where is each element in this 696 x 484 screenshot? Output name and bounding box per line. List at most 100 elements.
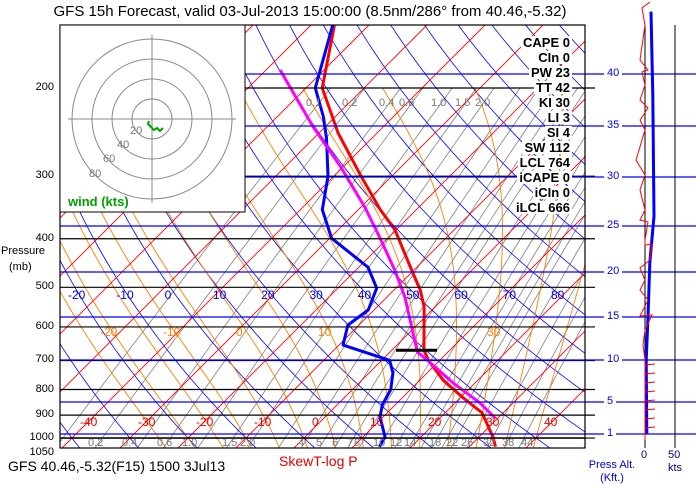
index-si: SI 4 <box>544 125 572 140</box>
index-label: SI <box>546 125 560 140</box>
dry-adiabat-label: 70 <box>502 288 517 302</box>
dry-adiabat-label: -10 <box>116 288 134 302</box>
mixing-ratio-line <box>408 154 585 448</box>
moist-adiabat-line <box>238 87 392 448</box>
pressure-tick-label: 500 <box>35 280 54 293</box>
index-icape: iCAPE 0 <box>517 171 572 184</box>
mixing-ratio-label: 18 <box>429 437 442 449</box>
index-value: 30 <box>555 95 570 110</box>
index-label: CIn <box>538 50 560 65</box>
mixing-ratio-line <box>431 186 585 448</box>
hodograph-trace <box>146 120 164 133</box>
pressure-altitude-tick: 15 <box>604 311 623 322</box>
index-label: iCIn <box>534 185 560 200</box>
pressure-tick-label: 200 <box>35 81 54 93</box>
station-label: GFS 40.46,-5.32(F15) 1500 3Jul13 <box>8 458 226 474</box>
isotherm-label: 10 <box>370 415 384 429</box>
dry-adiabat-label: 80 <box>551 288 565 302</box>
index-lcl: LCL 764 <box>517 156 572 169</box>
dry-adiabat-line <box>580 10 696 448</box>
pressure-altitude-tick: 35 <box>604 120 623 131</box>
isotherm-label: -30 <box>138 415 156 429</box>
index-value: 23 <box>555 65 570 80</box>
wind-barb <box>644 408 656 411</box>
moist-adiabat-line <box>60 239 196 448</box>
pressure-altitude-tick: 20 <box>604 266 623 277</box>
mixing-ratio-label: 12 <box>390 437 403 449</box>
mixing-ratio-label: 44 <box>521 437 534 449</box>
wind-axis-unit: kts <box>668 462 683 474</box>
dry-adiabat-line <box>255 25 585 393</box>
wind-barb <box>644 372 656 375</box>
isotherm-label: 40 <box>544 415 558 429</box>
mixing-ratio-line <box>486 268 585 448</box>
moist-adiabat-label: 0 <box>236 325 243 339</box>
index-label: SW <box>524 140 546 155</box>
wind-axis-tick: 50 <box>668 449 681 461</box>
pressure-altitude-tick: 10 <box>604 354 623 365</box>
pressure-altitude-tick: 30 <box>604 171 623 182</box>
isotherm-label: 0 <box>312 415 319 429</box>
pressure-tick-label: 700 <box>35 353 54 366</box>
index-value: 0 <box>562 35 570 50</box>
pressure-tick-label: 400 <box>35 231 54 244</box>
wind-barb <box>644 417 656 420</box>
isotherm-label: -10 <box>254 415 272 429</box>
mixing-ratio-line <box>136 87 402 448</box>
press-alt-label: Press Alt. <box>588 459 636 471</box>
dry-adiabat-line <box>613 10 696 448</box>
temperature-profile <box>320 25 497 447</box>
wind-axis-tick: 0 <box>641 449 648 461</box>
index-label: CAPE <box>523 35 560 50</box>
dry-adiabat-label: 20 <box>261 288 275 302</box>
index-value: 42 <box>555 80 570 95</box>
press-alt-unit: (Kft.) <box>600 472 624 484</box>
mixing-ratio-line <box>318 87 555 448</box>
index-label: TT <box>536 80 552 95</box>
mixing-ratio-line <box>503 296 585 448</box>
mixing-ratio-label: 26 <box>461 437 474 449</box>
isotherm-line <box>61 25 486 448</box>
dry-adiabat-label: 40 <box>357 288 372 302</box>
dry-adiabat-line <box>679 10 696 448</box>
moist-adiabat-line <box>382 87 457 448</box>
hodograph-ring-label: 80 <box>89 168 102 180</box>
wind-barbs <box>635 1 653 440</box>
dry-adiabat-label: 10 <box>212 288 227 302</box>
pressure-altitude-tick: 1 <box>604 428 617 439</box>
index-sw: SW 112 <box>522 141 572 154</box>
index-ilcl: iLCL 666 <box>514 201 572 214</box>
index-label: LI <box>547 110 560 125</box>
isotherm-line <box>409 272 585 448</box>
mixing-ratio-label: 2.0 <box>475 97 491 109</box>
isotherm-line <box>177 40 585 448</box>
mixing-ratio-label: 1.5 <box>222 437 238 449</box>
moist-adiabat-line <box>60 290 167 448</box>
mixing-ratio-label: 22 <box>446 437 459 449</box>
diagram-name: SkewT-log P <box>279 453 358 469</box>
isotherm-label: 20 <box>428 415 442 429</box>
moist-adiabat-line <box>532 262 585 448</box>
mixing-ratio-line <box>300 87 540 448</box>
wind-barb <box>644 426 656 429</box>
index-value: 4 <box>562 125 570 140</box>
isotherm-line <box>60 25 370 335</box>
index-cin: CIn 0 <box>536 51 572 64</box>
mixing-ratio-label: 0.1 <box>306 97 322 109</box>
index-value: 0 <box>562 170 570 185</box>
hodograph <box>59 24 246 213</box>
index-li: LI 3 <box>545 110 572 125</box>
dry-adiabat-line <box>423 25 585 203</box>
index-label: iLCL <box>516 200 545 215</box>
dry-adiabat-label: 60 <box>454 288 468 302</box>
index-ki: KI 30 <box>536 95 572 110</box>
moist-adiabat-line <box>504 87 563 448</box>
pressure-tick-label: 800 <box>35 382 54 395</box>
dry-adiabat-label: 0 <box>164 288 172 302</box>
mixing-ratio-label: 1.5 <box>455 97 471 109</box>
mixing-ratio-line <box>334 87 568 448</box>
mixing-ratio-line <box>441 200 585 448</box>
mixing-ratio-line <box>450 213 585 448</box>
